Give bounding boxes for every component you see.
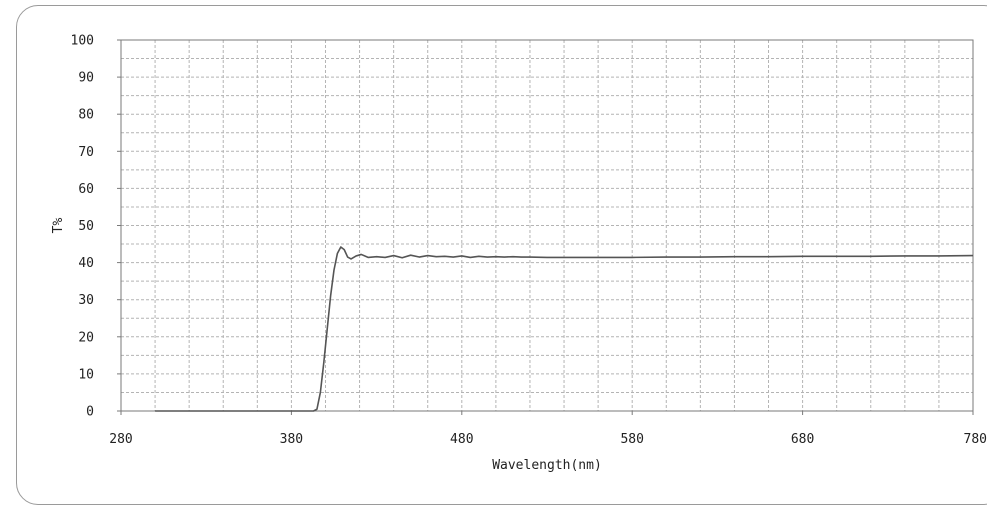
y-tick-label: 40 xyxy=(78,256,94,271)
x-tick-label: 280 xyxy=(109,432,132,447)
series-line xyxy=(155,246,974,412)
x-tick-label: 380 xyxy=(280,432,303,447)
y-tick-label: 0 xyxy=(86,405,94,420)
y-axis-title: T% xyxy=(51,218,66,234)
y-tick-labels: 0 10 20 30 40 50 60 70 80 90 100 xyxy=(71,34,94,420)
x-tick-label: 680 xyxy=(791,432,814,447)
y-tick-label: 80 xyxy=(78,108,94,123)
x-tick-labels: 280 380 480 580 680 780 xyxy=(109,432,987,447)
y-tick-label: 20 xyxy=(78,330,94,345)
tick-marks xyxy=(117,39,974,415)
x-tick-label: 580 xyxy=(620,432,643,447)
y-tick-label: 90 xyxy=(78,71,94,86)
y-tick-label: 60 xyxy=(78,182,94,197)
grid xyxy=(121,40,973,411)
x-axis-title: Wavelength(nm) xyxy=(492,458,602,473)
x-tick-label: 780 xyxy=(964,432,987,447)
y-tick-label: 100 xyxy=(71,34,94,49)
y-tick-label: 10 xyxy=(78,367,94,382)
y-tick-label: 30 xyxy=(78,293,94,308)
x-tick-label: 480 xyxy=(450,432,473,447)
y-tick-label: 70 xyxy=(78,145,94,160)
y-tick-label: 50 xyxy=(78,219,94,234)
transmission-chart: 280 380 480 580 680 780 0 10 20 30 40 50 60 70 80 90 10… xyxy=(51,34,987,474)
